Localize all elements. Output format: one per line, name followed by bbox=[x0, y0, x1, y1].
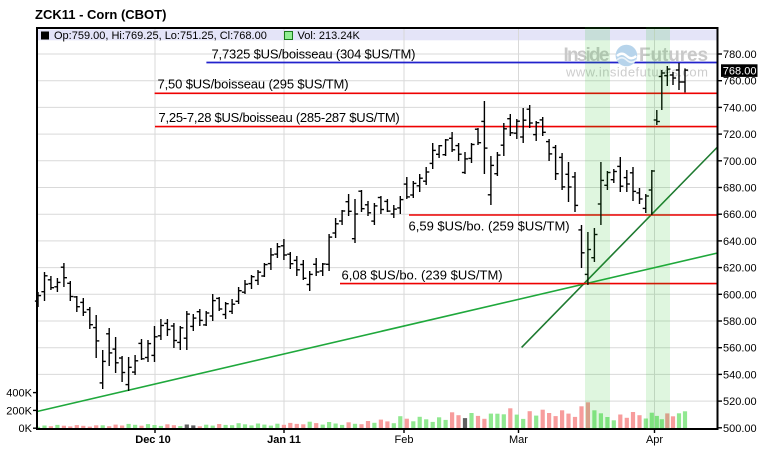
svg-text:Futures: Futures bbox=[639, 45, 708, 66]
svg-text:7,7325 $US/boisseau (304 $US/T: 7,7325 $US/boisseau (304 $US/TM) bbox=[212, 47, 416, 62]
svg-text:680.00: 680.00 bbox=[723, 183, 757, 195]
svg-text:Apr: Apr bbox=[646, 434, 663, 446]
svg-text:400K: 400K bbox=[6, 388, 32, 400]
svg-text:560.00: 560.00 bbox=[723, 343, 757, 355]
svg-text:700.00: 700.00 bbox=[723, 156, 757, 168]
svg-text:Feb: Feb bbox=[395, 434, 414, 446]
svg-text:620.00: 620.00 bbox=[723, 263, 757, 275]
svg-text:600.00: 600.00 bbox=[723, 289, 757, 301]
svg-text:Op:759.00, Hi:769.25, Lo:751.2: Op:759.00, Hi:769.25, Lo:751.25, Cl:768.… bbox=[54, 30, 267, 42]
svg-text:660.00: 660.00 bbox=[723, 209, 757, 221]
svg-text:540.00: 540.00 bbox=[723, 369, 757, 381]
svg-text:720.00: 720.00 bbox=[723, 129, 757, 141]
svg-text:Jan 11: Jan 11 bbox=[267, 434, 301, 446]
svg-text:7,50 $US/boisseau (295 $US/TM): 7,50 $US/boisseau (295 $US/TM) bbox=[158, 77, 349, 92]
svg-text:0K: 0K bbox=[19, 423, 33, 435]
svg-text:200K: 200K bbox=[6, 405, 32, 417]
svg-text:780.00: 780.00 bbox=[723, 49, 757, 61]
svg-text:Vol: 213.24K: Vol: 213.24K bbox=[298, 30, 361, 42]
svg-text:580.00: 580.00 bbox=[723, 316, 757, 328]
svg-text:7,25-7,28 $US/boisseau (285-28: 7,25-7,28 $US/boisseau (285-287 $US/TM) bbox=[159, 110, 400, 125]
svg-text:6,08 $US/bo. (239 $US/TM): 6,08 $US/bo. (239 $US/TM) bbox=[342, 268, 503, 283]
svg-text:768.00: 768.00 bbox=[723, 66, 757, 78]
svg-text:Dec 10: Dec 10 bbox=[135, 434, 170, 446]
svg-text:Mar: Mar bbox=[509, 434, 528, 446]
svg-text:Inside: Inside bbox=[564, 45, 609, 66]
svg-text:6,59 $US/bo. (259 $US/TM): 6,59 $US/bo. (259 $US/TM) bbox=[409, 219, 570, 234]
svg-text:www.insidefutures.com: www.insidefutures.com bbox=[565, 65, 708, 80]
svg-text:640.00: 640.00 bbox=[723, 236, 757, 248]
svg-text:740.00: 740.00 bbox=[723, 102, 757, 114]
svg-text:500.00: 500.00 bbox=[723, 423, 757, 435]
svg-text:760.00: 760.00 bbox=[723, 76, 757, 88]
svg-text:520.00: 520.00 bbox=[723, 396, 757, 408]
